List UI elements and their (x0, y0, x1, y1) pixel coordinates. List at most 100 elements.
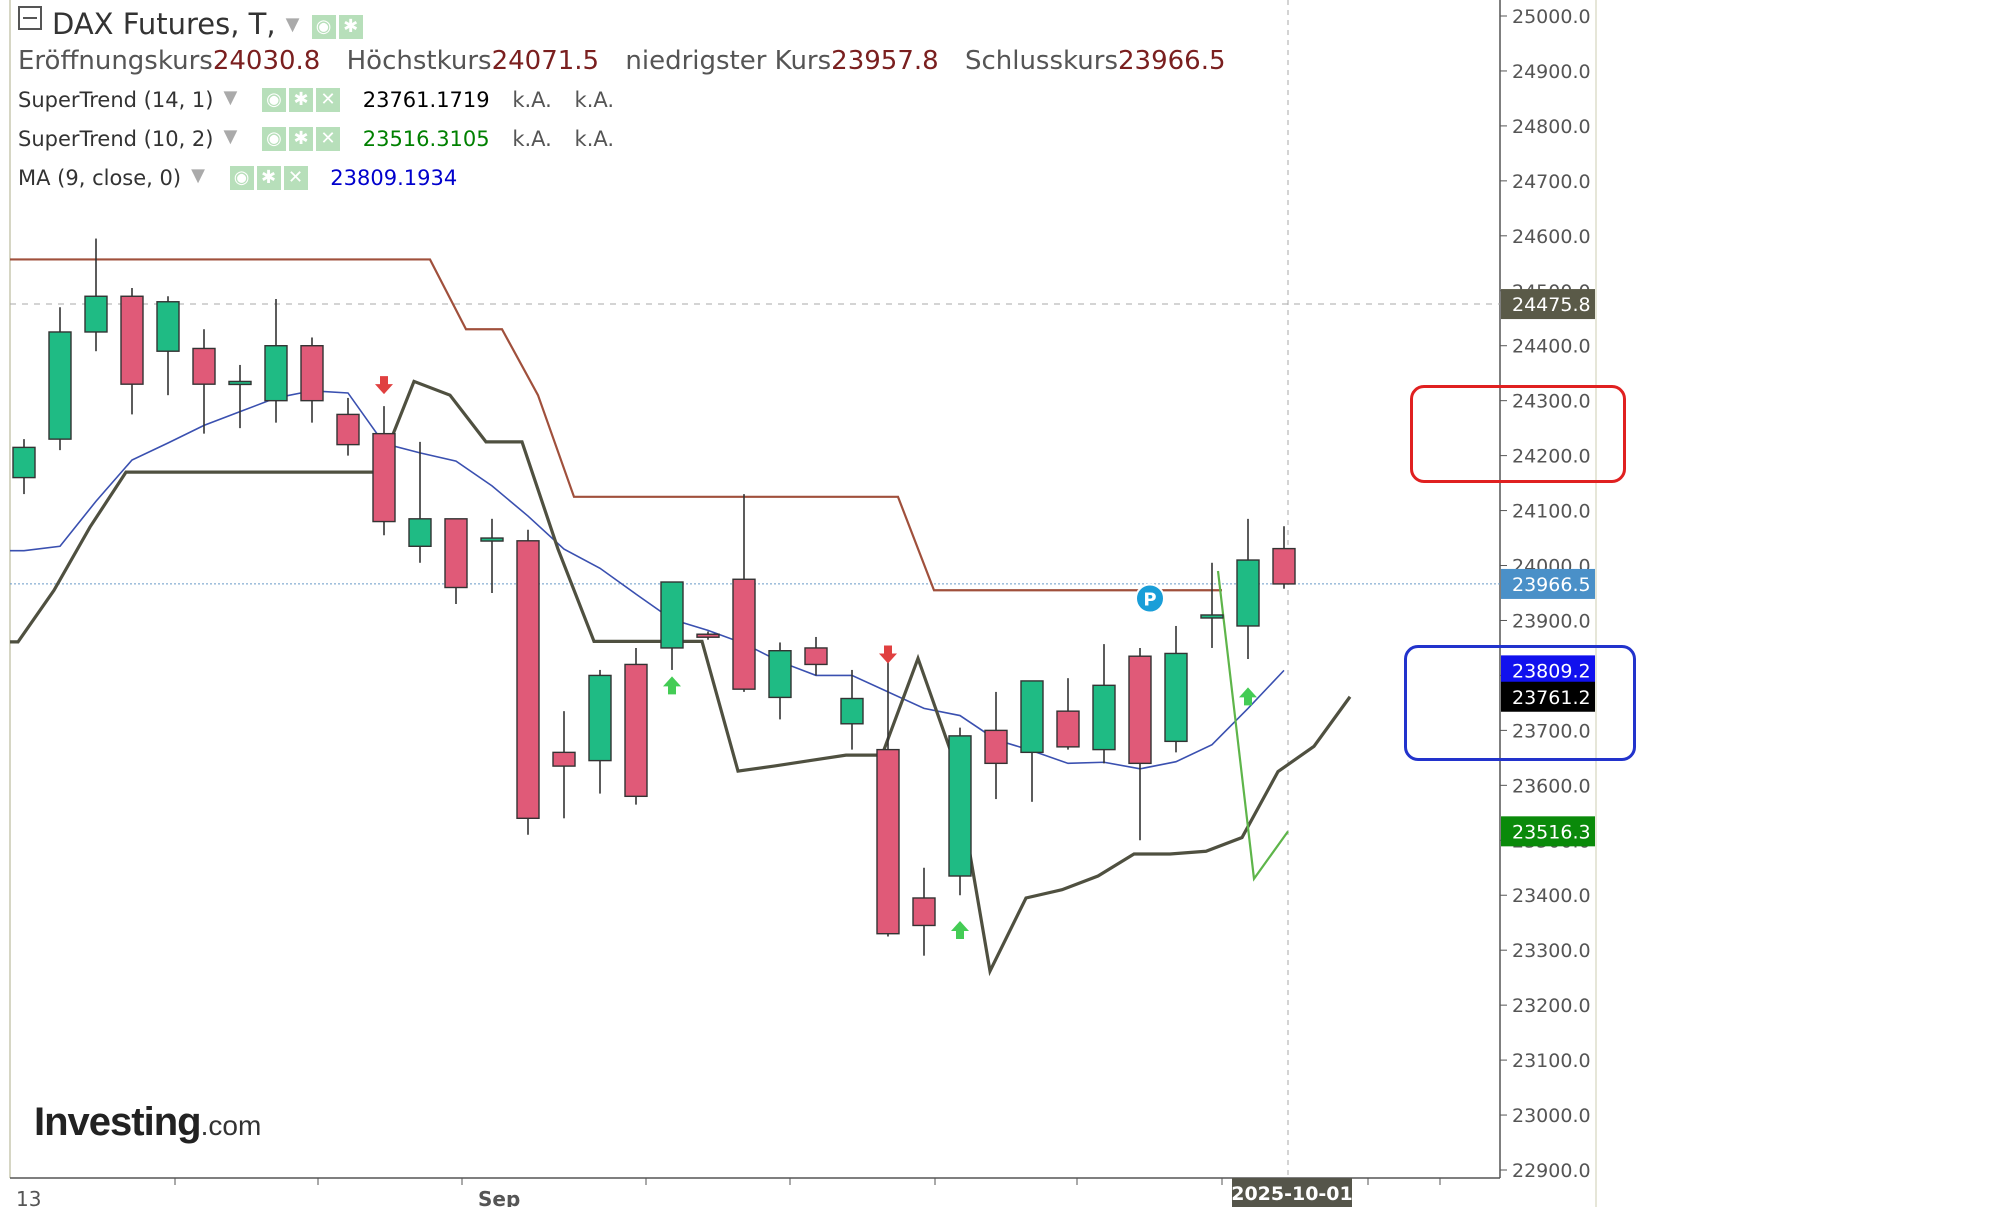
candle-body (156, 301, 180, 352)
candle (1272, 526, 1296, 589)
candle-body (948, 735, 972, 877)
indicator-row-supertrend-14[interactable]: SuperTrend (14, 1) ▼ ◉ ✱ ✕ 23761.1719 k.A. … (18, 87, 614, 112)
candle-body (228, 380, 252, 386)
candle-body (336, 413, 360, 446)
y-tick-label: 24100.0 (1512, 501, 1591, 523)
candle-body (552, 751, 576, 767)
close-icon[interactable]: ✕ (316, 88, 341, 112)
candle (696, 631, 720, 640)
price-tag: 23966.5 (1501, 568, 1595, 599)
candle-body (444, 518, 468, 589)
low-value: 23957.8 (831, 46, 939, 76)
close-icon[interactable]: ✕ (283, 166, 308, 190)
price-tag: 23809.2 (1501, 655, 1595, 686)
price-tag-label: 23761.2 (1512, 687, 1591, 709)
candle-body (48, 331, 72, 440)
ohlc-row: Eröffnungskurs24030.8 Höchstkurs24071.5 … (18, 46, 1244, 76)
annotation-box-blue (1404, 645, 1636, 761)
close-label: Schlusskurs (964, 46, 1118, 76)
candle-body (696, 633, 720, 638)
candle (156, 296, 180, 396)
candle (1164, 625, 1188, 753)
gear-icon[interactable]: ✱ (289, 127, 314, 151)
chevron-down-icon[interactable]: ▼ (223, 87, 238, 108)
price-tag-bg (1501, 681, 1595, 712)
candle (588, 669, 612, 794)
candle (120, 288, 144, 415)
candle-body (120, 295, 144, 385)
candle (480, 518, 504, 593)
collapse-icon[interactable] (18, 6, 42, 30)
indicator-extra: k.A. (574, 88, 615, 112)
candle-body (768, 650, 792, 699)
price-tag-bg (1501, 655, 1595, 686)
y-tick-label: 23200.0 (1512, 995, 1591, 1017)
candle (336, 397, 360, 456)
candle-body (264, 345, 288, 402)
gear-icon[interactable]: ✱ (338, 15, 363, 39)
candle (948, 727, 972, 896)
indicator-value: 23761.1719 (362, 88, 490, 112)
candle (660, 581, 684, 670)
y-tick-label: 24200.0 (1512, 446, 1591, 468)
y-tick-label: 25000.0 (1512, 6, 1591, 28)
candle (48, 307, 72, 451)
buy-signal-arrow-icon (1239, 687, 1257, 706)
candle (1128, 647, 1152, 841)
candle-body (984, 729, 1008, 765)
indicator-row-supertrend-10[interactable]: SuperTrend (10, 2) ▼ ◉ ✱ ✕ 23516.3105 k.A. … (18, 126, 614, 151)
chevron-down-icon[interactable]: ▼ (285, 14, 300, 35)
indicator-value: 23809.1934 (330, 166, 458, 190)
candle-body (84, 295, 108, 333)
date-tag-bg (1232, 1178, 1352, 1207)
y-tick-label: 22900.0 (1512, 1160, 1591, 1182)
y-tick-label: 24300.0 (1512, 391, 1591, 413)
x-tick-label: 13 (16, 1187, 41, 1207)
y-tick-label: 23600.0 (1512, 775, 1591, 797)
candle-body (1164, 652, 1188, 743)
price-tag-label: 23809.2 (1512, 660, 1591, 682)
close-icon[interactable]: ✕ (316, 127, 341, 151)
eye-icon[interactable]: ◉ (262, 88, 287, 112)
candle-body (804, 647, 828, 666)
price-tag-bg (1501, 289, 1595, 320)
candle-body (1020, 680, 1044, 754)
candle-body (912, 897, 936, 927)
y-tick-label: 23900.0 (1512, 610, 1591, 632)
y-tick-label: 24700.0 (1512, 171, 1591, 193)
chevron-down-icon[interactable]: ▼ (223, 126, 238, 147)
candle (984, 691, 1008, 800)
indicator-name: MA (9, close, 0) (18, 166, 182, 190)
supertrend-upper-line (10, 258, 1222, 592)
eye-icon[interactable]: ◉ (262, 127, 287, 151)
candle (732, 494, 756, 692)
buy-signal-arrow-icon (951, 920, 969, 939)
indicator-row-ma[interactable]: MA (9, close, 0) ▼ ◉ ✱ ✕ 23809.1934 (18, 165, 457, 190)
candle-body (1092, 684, 1116, 751)
indicator-value: 23516.3105 (362, 127, 490, 151)
eye-icon[interactable]: ◉ (229, 166, 254, 190)
supertrend-10-line (1216, 570, 1289, 882)
candle (1020, 680, 1044, 802)
candle (228, 364, 252, 429)
candle (192, 329, 216, 434)
candle-body (1128, 655, 1152, 765)
candle-body (192, 347, 216, 385)
candle (768, 642, 792, 720)
chevron-down-icon[interactable]: ▼ (191, 165, 205, 186)
candle (624, 647, 648, 805)
indicator-extra: k.A. (512, 127, 552, 151)
sell-signal-arrow-icon (375, 376, 393, 395)
y-tick-label: 24400.0 (1512, 336, 1591, 358)
candle (552, 711, 576, 819)
eye-icon[interactable]: ◉ (311, 15, 336, 39)
gear-icon[interactable]: ✱ (256, 166, 281, 190)
gear-icon[interactable]: ✱ (289, 88, 314, 112)
y-tick-label: 24900.0 (1512, 61, 1591, 83)
x-tick-label: Sep (478, 1187, 520, 1207)
high-label: Höchstkurs (346, 46, 492, 76)
candle-body (1200, 614, 1224, 619)
open-value: 24030.8 (212, 46, 321, 76)
y-tick-label: 24600.0 (1512, 226, 1591, 248)
